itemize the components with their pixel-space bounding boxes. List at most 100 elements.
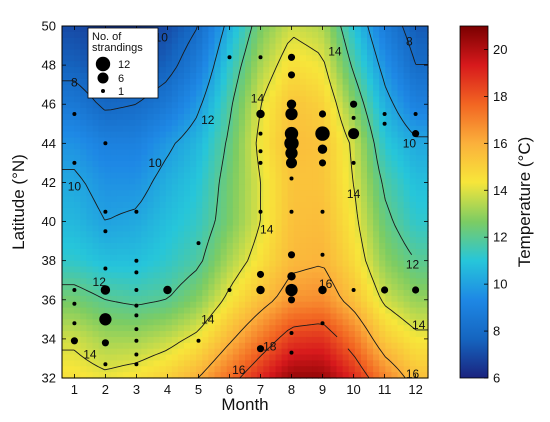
temperature-cell — [116, 184, 124, 191]
temperature-cell — [263, 295, 270, 303]
temperature-cell — [397, 178, 405, 185]
temperature-cell — [269, 213, 277, 221]
temperature-cell — [184, 43, 191, 51]
temperature-cell — [208, 243, 216, 250]
temperature-cell — [98, 102, 106, 109]
temperature-cell — [141, 160, 148, 168]
temperature-cell — [318, 260, 325, 268]
stranding-marker — [134, 352, 139, 357]
temperature-cell — [312, 360, 319, 367]
temperature-cell — [373, 61, 380, 68]
temperature-cell — [220, 219, 228, 227]
temperature-cell — [354, 96, 362, 103]
temperature-cell — [147, 143, 155, 150]
temperature-cell — [287, 231, 295, 238]
temperature-cell — [226, 354, 234, 361]
temperature-cell — [391, 219, 399, 227]
temperature-cell — [74, 301, 81, 309]
temperature-cell — [68, 354, 75, 361]
temperature-cell — [92, 196, 100, 203]
temperature-cell — [153, 213, 161, 221]
temperature-cell — [147, 202, 155, 209]
temperature-cell — [208, 342, 216, 350]
temperature-cell — [226, 254, 234, 262]
temperature-cell — [62, 202, 69, 209]
temperature-cell — [171, 125, 179, 133]
temperature-cell — [159, 354, 167, 361]
temperature-cell — [104, 272, 112, 279]
temperature-cell — [104, 184, 112, 191]
temperature-cell — [391, 319, 399, 326]
temperature-cell — [98, 248, 106, 256]
temperature-cell — [385, 231, 392, 238]
temperature-cell — [129, 172, 136, 180]
temperature-cell — [165, 90, 173, 97]
temperature-cell — [171, 160, 179, 168]
temperature-cell — [403, 178, 411, 185]
temperature-cell — [275, 26, 283, 33]
temperature-cell — [110, 301, 118, 309]
temperature-cell — [275, 243, 283, 250]
temperature-cell — [330, 360, 338, 367]
temperature-cell — [281, 37, 289, 45]
temperature-cell — [348, 143, 356, 150]
temperature-cell — [342, 96, 350, 103]
temperature-cell — [80, 67, 87, 74]
temperature-cell — [269, 119, 277, 127]
temperature-cell — [299, 202, 307, 209]
temperature-cell — [299, 196, 307, 203]
temperature-cell — [232, 119, 240, 127]
temperature-cell — [293, 272, 301, 279]
temperature-cell — [409, 319, 417, 326]
temperature-cell — [116, 202, 124, 209]
temperature-cell — [80, 301, 87, 309]
temperature-cell — [110, 196, 118, 203]
temperature-cell — [293, 237, 301, 244]
temperature-cell — [275, 336, 283, 344]
temperature-cell — [220, 325, 228, 332]
temperature-cell — [190, 114, 197, 121]
temperature-cell — [336, 166, 344, 174]
temperature-cell — [184, 295, 191, 303]
temperature-cell — [226, 237, 234, 244]
temperature-cell — [306, 248, 313, 256]
temperature-cell — [409, 172, 417, 180]
temperature-cell — [324, 254, 331, 262]
temperature-cell — [238, 313, 246, 320]
temperature-cell — [330, 96, 338, 103]
temperature-cell — [397, 260, 405, 268]
temperature-cell — [86, 143, 94, 150]
temperature-cell — [379, 278, 386, 285]
temperature-cell — [171, 366, 179, 373]
temperature-cell — [135, 360, 142, 367]
temperature-cell — [391, 43, 399, 51]
temperature-cell — [98, 131, 106, 139]
temperature-cell — [62, 290, 69, 297]
temperature-cell — [238, 43, 246, 51]
temperature-cell — [391, 172, 399, 180]
temperature-cell — [287, 319, 295, 326]
temperature-cell — [220, 225, 228, 232]
temperature-cell — [86, 213, 94, 221]
temperature-cell — [135, 354, 142, 361]
temperature-cell — [263, 37, 270, 45]
temperature-cell — [159, 155, 167, 162]
temperature-cell — [220, 207, 228, 215]
temperature-cell — [104, 119, 112, 127]
temperature-cell — [360, 342, 368, 350]
temperature-cell — [232, 155, 240, 162]
temperature-cell — [287, 237, 295, 244]
temperature-cell — [385, 260, 392, 268]
temperature-cell — [232, 266, 240, 273]
temperature-cell — [312, 119, 319, 127]
temperature-cell — [263, 178, 270, 185]
isotherm-label: 14 — [260, 222, 274, 236]
temperature-cell — [354, 166, 362, 174]
temperature-cell — [403, 290, 411, 297]
temperature-cell — [293, 225, 301, 232]
temperature-cell — [202, 149, 209, 156]
temperature-cell — [159, 143, 167, 150]
temperature-cell — [220, 61, 228, 68]
temperature-cell — [421, 290, 429, 297]
temperature-cell — [245, 284, 252, 291]
